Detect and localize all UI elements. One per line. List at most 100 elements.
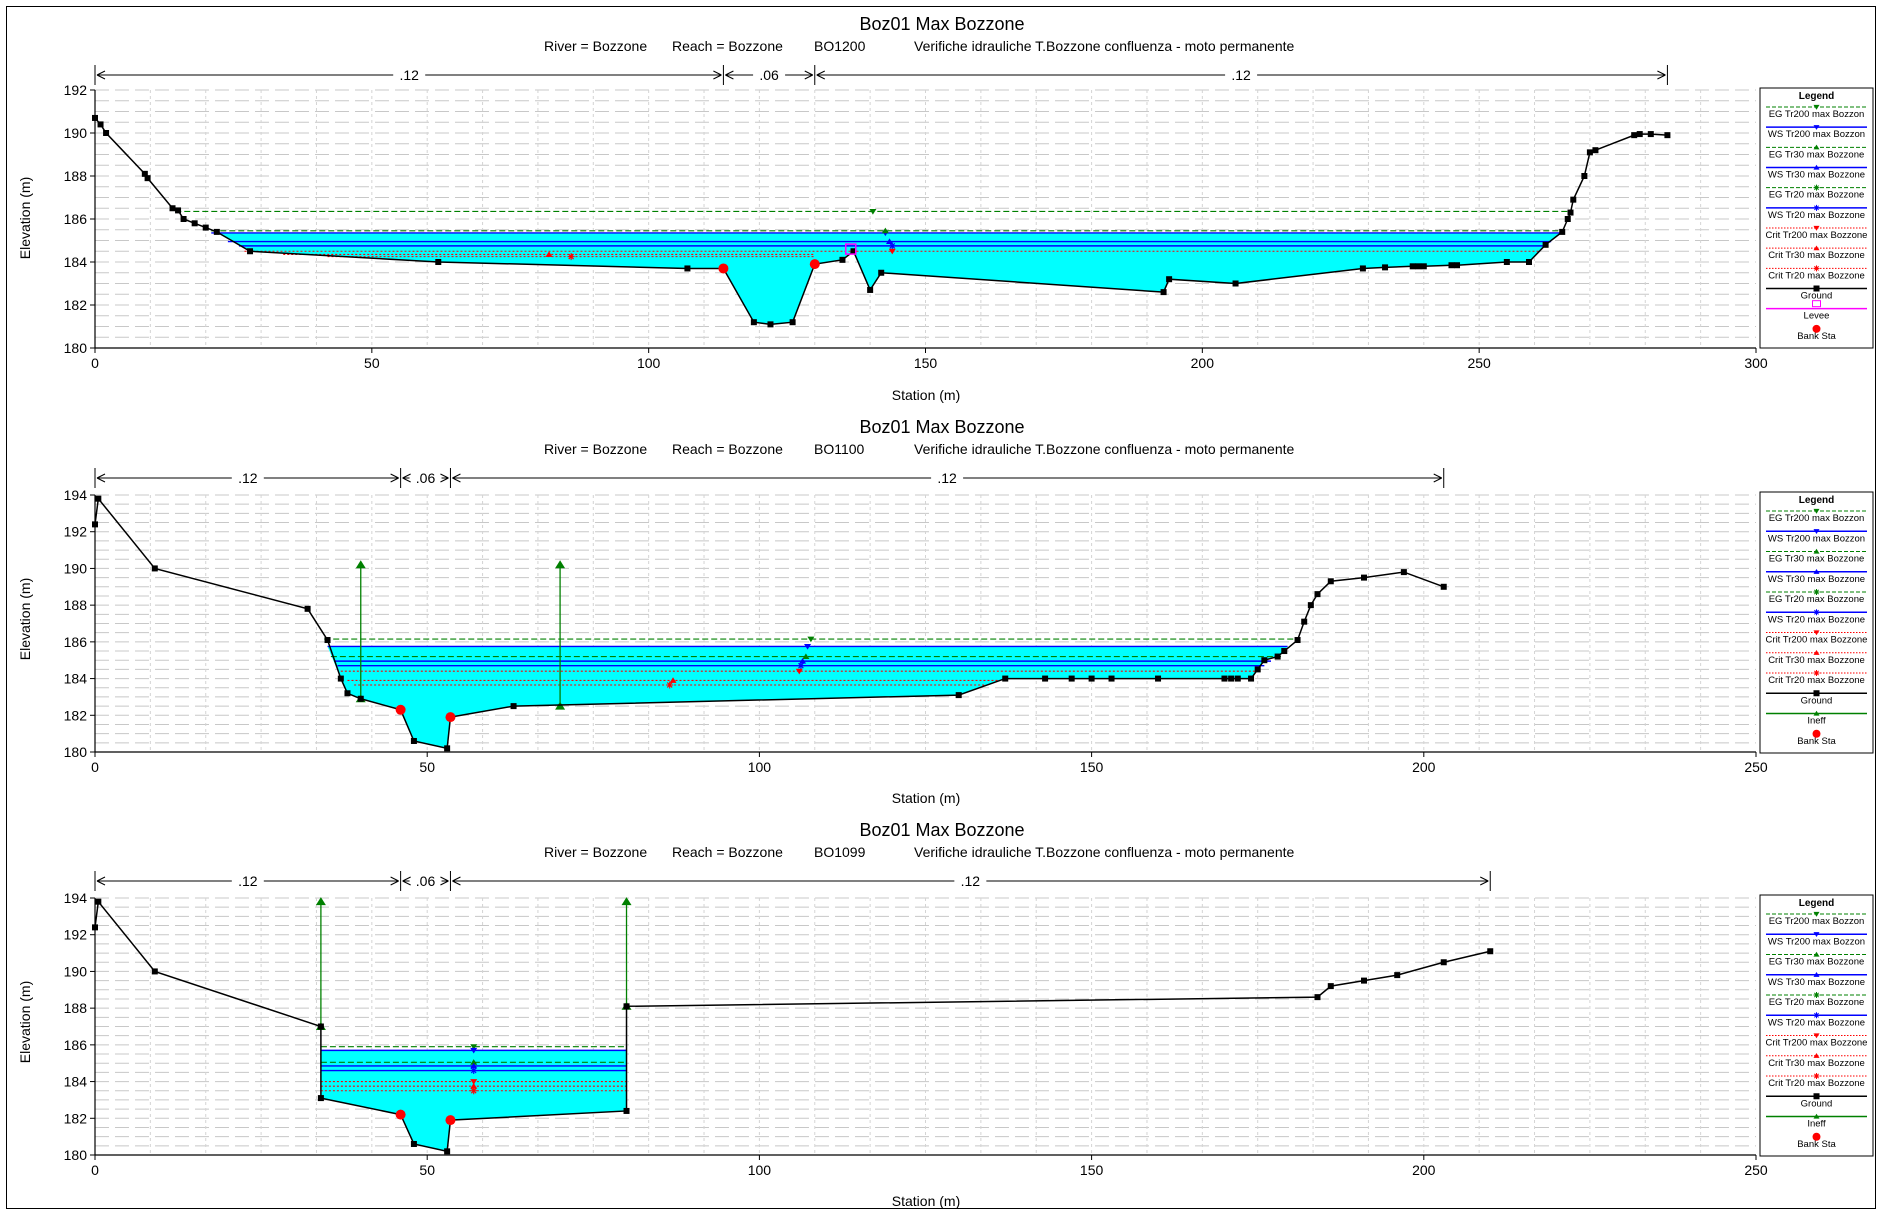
legend-marker: [1813, 1073, 1820, 1079]
legend-label: Crit Tr30 max Bozzone: [1768, 250, 1865, 261]
legend-label: Crit Tr200 max Bozzone: [1766, 635, 1868, 646]
ground-point: [1631, 132, 1638, 139]
manning-arrow-head: [440, 876, 449, 886]
legend-marker: [1813, 245, 1820, 251]
river-label: River = Bozzone: [544, 441, 647, 457]
legend-marker: [1813, 225, 1820, 231]
bank-station-marker: [445, 1115, 456, 1126]
ground-point: [878, 269, 885, 276]
legend-label: Ground: [1801, 291, 1833, 302]
legend-marker: [1813, 285, 1820, 292]
legend-label: EG Tr200 max Bozzon: [1769, 109, 1865, 120]
legend-marker: [1813, 710, 1820, 716]
y-axis-label: Elevation (m): [17, 981, 33, 1063]
ground-point: [1228, 675, 1235, 682]
water-marker: [888, 242, 896, 250]
legend-label: Crit Tr30 max Bozzone: [1768, 655, 1865, 666]
y-tick-label: 188: [64, 597, 88, 613]
x-tick-label: 250: [1744, 759, 1768, 775]
reach-label: Reach = Bozzone: [672, 38, 783, 54]
ground-point: [623, 1003, 630, 1010]
legend-marker: [1812, 324, 1821, 333]
ground-point: [1564, 216, 1571, 222]
y-tick-label: 180: [64, 1147, 88, 1163]
legend-label: Bank Sta: [1797, 1139, 1836, 1150]
legend-marker: [1813, 265, 1820, 272]
x-tick-label: 100: [748, 1162, 772, 1178]
ground-point: [1232, 280, 1239, 287]
legend-marker: [1813, 992, 1820, 998]
ground-point: [1248, 675, 1255, 682]
legend-label: EG Tr20 max Bozzone: [1769, 190, 1865, 201]
ground-point: [1586, 149, 1593, 156]
y-tick-label: 182: [64, 1110, 88, 1126]
legend-label: Crit Tr30 max Bozzone: [1768, 1058, 1865, 1069]
manning-n-label: .06: [759, 67, 779, 83]
manning-n-label: .12: [937, 470, 957, 486]
bank-station-marker: [718, 263, 729, 274]
legend-label: Crit Tr200 max Bozzone: [1766, 1038, 1868, 1049]
x-tick-label: 250: [1744, 1162, 1768, 1178]
legend-label: WS Tr200 max Bozzon: [1768, 533, 1865, 544]
x-tick-label: 50: [419, 759, 435, 775]
legend-marker: [1813, 529, 1820, 534]
water-marker: [888, 248, 896, 255]
bank-station-marker: [809, 259, 820, 270]
manning-arrow-head: [96, 473, 106, 483]
ground-point: [1592, 147, 1599, 154]
ground-point: [1361, 977, 1368, 984]
water-marker: [470, 1047, 478, 1054]
ground-point: [1400, 569, 1407, 576]
legend-marker: [1813, 104, 1820, 110]
legend-box: [1759, 894, 1874, 1157]
y-tick-label: 184: [64, 1074, 88, 1090]
y-axis-label: Elevation (m): [17, 578, 33, 660]
bank-station-marker: [445, 712, 456, 723]
ground-point: [1234, 675, 1241, 682]
chart-title: Boz01 Max Bozzone: [859, 820, 1024, 840]
ground-point: [1394, 972, 1401, 979]
y-tick-label: 186: [64, 211, 88, 227]
water-marker: [802, 653, 810, 659]
ground-point: [357, 695, 364, 702]
legend-label: EG Tr200 max Bozzon: [1769, 513, 1865, 524]
legend-marker: [1813, 951, 1820, 957]
y-tick-label: 192: [64, 927, 88, 943]
chart-svg-bo1100: Boz01 Max Bozzone River = Bozzone Reach …: [17, 417, 1874, 806]
manning-n-label: .12: [961, 873, 981, 889]
x-tick-label: 0: [91, 1162, 99, 1178]
legend-title: Legend: [1799, 898, 1835, 909]
manning-n-label: .12: [1231, 67, 1251, 83]
ground-point: [141, 170, 148, 177]
ground-point: [151, 565, 158, 572]
ground-point: [1166, 276, 1173, 283]
ground-line: [94, 117, 1668, 326]
legend-box: [1759, 87, 1874, 349]
manning-arrow-head: [1657, 70, 1666, 80]
ground-point: [247, 248, 254, 255]
legend-label: Ineff: [1807, 716, 1826, 727]
y-tick-label: 180: [64, 744, 88, 760]
legend-label: EG Tr20 max Bozzone: [1769, 997, 1865, 1008]
y-tick-label: 180: [64, 340, 88, 356]
y-tick-label: 188: [64, 1000, 88, 1016]
ground-point: [151, 968, 158, 975]
legend-marker: [1813, 1093, 1820, 1100]
ineff-marker: [621, 897, 632, 906]
legend-label: WS Tr200 max Bozzon: [1768, 936, 1865, 947]
manning-arrow-head: [816, 70, 825, 80]
x-tick-label: 200: [1412, 1162, 1436, 1178]
x-tick-label: 0: [91, 759, 99, 775]
ground-point: [1581, 173, 1588, 179]
ground-point: [1570, 196, 1577, 203]
ground-point: [95, 495, 102, 502]
ground-point: [1068, 675, 1075, 682]
ground-point: [623, 1107, 630, 1114]
manning-arrow-head: [1480, 876, 1489, 886]
ground-point: [1274, 653, 1281, 660]
ground-point: [1254, 666, 1261, 673]
legend-label: Ground: [1801, 695, 1833, 706]
chart-title: Boz01 Max Bozzone: [859, 14, 1024, 34]
x-tick-label: 100: [637, 355, 661, 371]
